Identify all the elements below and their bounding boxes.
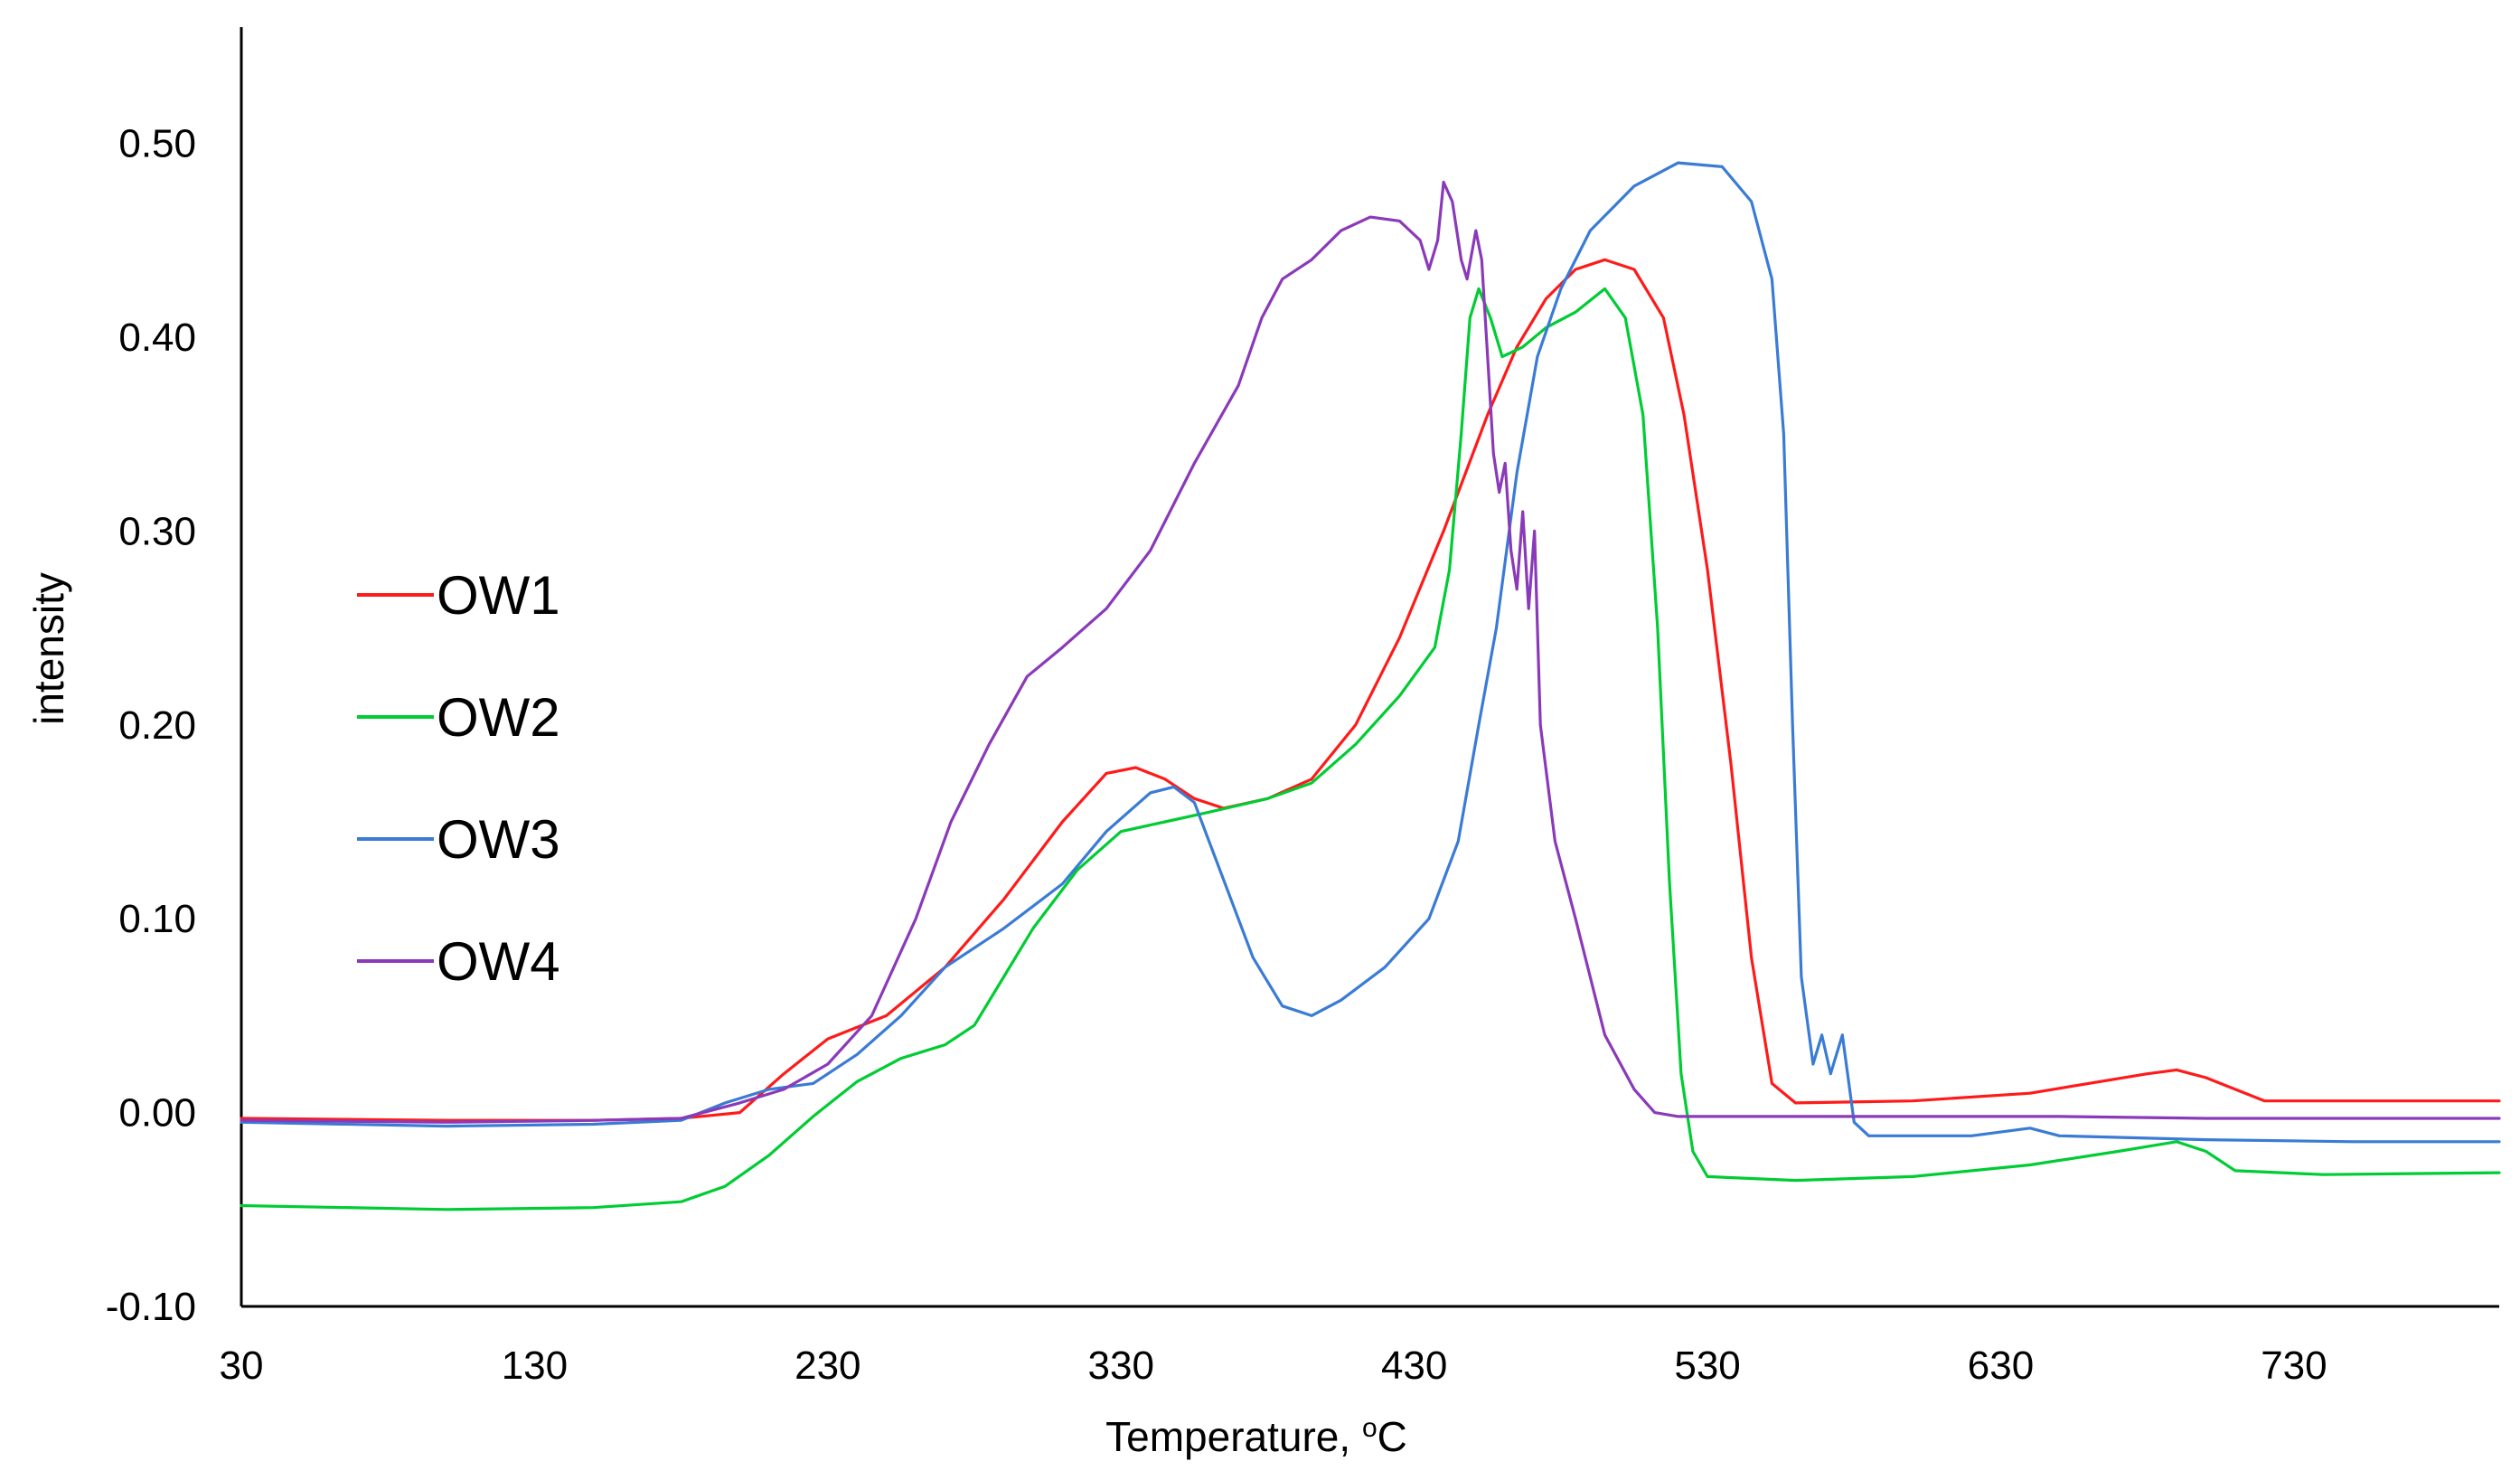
x-axis-title: Temperature, oC [1105,1413,1407,1461]
x-axis-title-text: Temperature, [1105,1413,1362,1460]
series-line-ow3 [240,161,2501,1144]
axes [240,27,2499,1308]
x-tick-label: 330 [1088,1343,1154,1388]
x-tick-label: 530 [1674,1343,1740,1388]
x-tick-label: 730 [2261,1343,2327,1388]
series-line-ow1 [240,258,2501,1122]
y-tick-label: 0.10 [118,897,196,941]
x-tick-label: 430 [1381,1343,1447,1388]
y-tick-label: -0.10 [106,1285,196,1329]
x-tick-label: 130 [502,1343,568,1388]
x-tick-label: 30 [220,1343,264,1388]
legend-label-ow1: OW1 [437,565,560,626]
x-axis-title-unit: C [1378,1413,1407,1460]
y-tick-label: 0.50 [118,122,196,166]
x-tick-labels: 30 130 230 330 430 530 630 730 [220,1343,2327,1388]
x-axis-title-degree: o [1362,1413,1378,1443]
series-line-ow2 [240,287,2501,1211]
y-tick-labels: -0.10 0.00 0.10 0.20 0.30 0.40 0.50 [106,122,196,1329]
legend: OW1 OW2 OW3 OW4 [357,565,560,992]
series-lines [240,161,2501,1211]
y-axis-title: intensity [25,572,72,725]
legend-label-ow2: OW2 [437,687,560,748]
series-line-ow4 [240,180,2501,1124]
y-tick-label: 0.40 [118,316,196,360]
legend-label-ow3: OW3 [437,809,560,870]
y-tick-label: 0.30 [118,509,196,553]
legend-label-ow4: OW4 [437,931,560,992]
x-tick-label: 630 [1968,1343,2034,1388]
y-tick-label: 0.20 [118,703,196,748]
x-tick-label: 230 [795,1343,860,1388]
y-tick-label: 0.00 [118,1091,196,1136]
